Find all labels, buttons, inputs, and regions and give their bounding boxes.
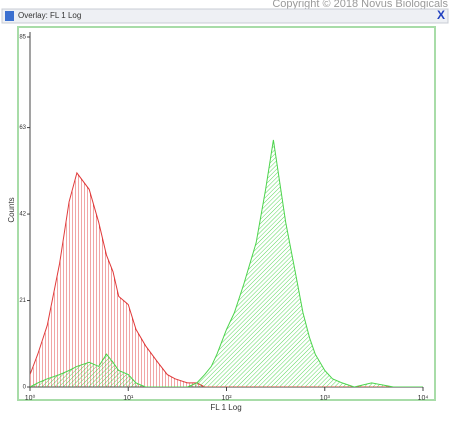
y-tick-label: 85: [19, 35, 26, 41]
series-line: [30, 171, 423, 387]
y-tick-label: 63: [19, 125, 26, 131]
title-bar: [1, 8, 449, 24]
close-button[interactable]: X: [437, 8, 445, 22]
y-axis-label: Counts: [7, 197, 16, 222]
x-tick-label: 10¹: [123, 395, 134, 402]
y-tick-label: 42: [19, 212, 26, 218]
window-icon: [5, 11, 14, 21]
x-axis-label: FL 1 Log: [210, 403, 241, 412]
window-title: Overlay: FL 1 Log: [18, 11, 81, 20]
x-tick-label: 10³: [320, 395, 331, 402]
series-area: [30, 139, 423, 387]
watermark: Copyright © 2018 Novus Biologicals: [272, 0, 448, 10]
series-line: [30, 139, 423, 387]
x-tick-label: 10⁴: [418, 395, 429, 402]
series-area: [30, 172, 423, 387]
x-tick-label: 10²: [221, 395, 232, 402]
y-tick-label: 21: [19, 298, 26, 304]
y-tick-label: 0: [23, 385, 27, 391]
x-tick-label: 10⁰: [25, 394, 36, 402]
